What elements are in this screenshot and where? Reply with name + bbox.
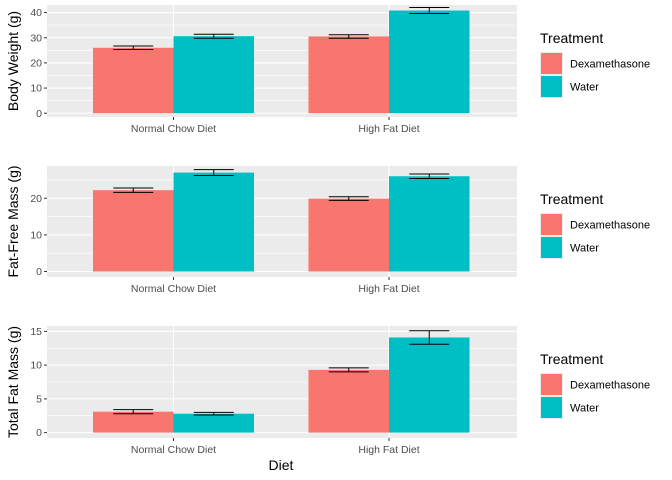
legend-title: Treatment: [540, 351, 603, 367]
legend-key-dexamethasone: [541, 374, 562, 395]
y-axis-title: Body Weight (g): [5, 11, 21, 111]
y-tick-label: 0: [36, 266, 42, 278]
bar-dexamethasone-2: [308, 198, 389, 272]
bar-dexamethasone-1: [93, 47, 174, 114]
y-tick-label: 10: [30, 229, 42, 241]
bar-water-2: [389, 337, 470, 433]
x-tick-label: High Fat Diet: [358, 444, 419, 456]
legend-label-water: Water: [570, 82, 599, 94]
bar-dexamethasone-2: [308, 369, 389, 433]
y-tick-label: 0: [36, 108, 42, 120]
legend-title: Treatment: [540, 191, 603, 207]
legend-key-water: [541, 237, 562, 258]
x-tick-label: Normal Chow Diet: [131, 283, 216, 295]
bar-water-1: [173, 172, 254, 272]
y-axis-title: Total Fat Mass (g): [5, 326, 21, 438]
legend-label-water: Water: [570, 243, 599, 255]
legend-label-dexamethasone: Dexamethasone: [570, 380, 650, 392]
y-tick-label: 5: [36, 393, 42, 405]
y-tick-label: 0: [36, 427, 42, 439]
chart-panel-3: 0 5 10 15 Normal Chow Diet High Fat Diet Total…: [5, 326, 650, 456]
legend-key-water: [541, 397, 562, 418]
bar-dexamethasone-1: [93, 411, 174, 433]
legend-key-water: [541, 76, 562, 97]
x-tick-label: Normal Chow Diet: [131, 444, 216, 456]
x-axis-title: Diet: [269, 457, 294, 473]
y-tick-label: 20: [30, 193, 42, 205]
y-tick-label: 40: [30, 7, 42, 19]
bar-water-1: [173, 413, 254, 433]
y-tick-label: 10: [30, 83, 42, 95]
chart-panel-2: 0 10 20 Normal Chow Diet High Fat Diet Fat-Fr…: [5, 165, 650, 295]
bar-water-1: [173, 36, 254, 114]
legend-label-dexamethasone: Dexamethasone: [570, 220, 650, 232]
legend-label-water: Water: [570, 403, 599, 415]
x-tick-label: High Fat Diet: [358, 283, 419, 295]
y-tick-label: 20: [30, 57, 42, 69]
legend-key-dexamethasone: [541, 214, 562, 235]
y-tick-label: 15: [30, 326, 42, 338]
legend-label-dexamethasone: Dexamethasone: [570, 59, 650, 71]
y-tick-label: 30: [30, 32, 42, 44]
x-tick-label: Normal Chow Diet: [131, 123, 216, 135]
bar-water-2: [389, 176, 470, 272]
bar-water-2: [389, 10, 470, 114]
x-tick-label: High Fat Diet: [358, 123, 419, 135]
bar-dexamethasone-1: [93, 190, 174, 272]
y-axis-title: Fat-Free Mass (g): [5, 165, 21, 277]
y-tick-label: 10: [30, 360, 42, 372]
chart-panel-1: 0 10 20 30 40 Normal Chow Diet High Fat Diet Bo…: [5, 5, 650, 135]
legend-title: Treatment: [540, 30, 603, 46]
bar-dexamethasone-2: [308, 36, 389, 114]
legend-key-dexamethasone: [541, 53, 562, 74]
